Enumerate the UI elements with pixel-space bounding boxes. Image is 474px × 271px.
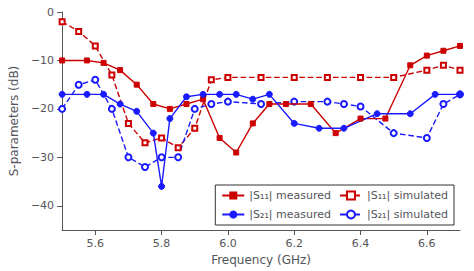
svg-text:5.6: 5.6 xyxy=(87,237,105,250)
svg-text:−30: −30 xyxy=(31,151,54,164)
svg-text:|S₁₁| measured: |S₁₁| measured xyxy=(249,189,331,202)
svg-text:|S₂₁| simulated: |S₂₁| simulated xyxy=(367,208,448,221)
svg-text:5.8: 5.8 xyxy=(153,237,171,250)
svg-text:6.6: 6.6 xyxy=(418,237,436,250)
svg-text:|S₁₁| simulated: |S₁₁| simulated xyxy=(367,189,448,202)
svg-text:|S₂₁| measured: |S₂₁| measured xyxy=(249,208,331,221)
svg-text:S-parameters (dB): S-parameters (dB) xyxy=(7,66,21,177)
svg-text:−10: −10 xyxy=(31,54,54,67)
svg-text:Frequency (GHz): Frequency (GHz) xyxy=(211,253,311,267)
svg-text:−20: −20 xyxy=(31,102,54,115)
svg-text:6.0: 6.0 xyxy=(219,237,237,250)
svg-text:6.4: 6.4 xyxy=(352,237,370,250)
svg-text:−40: −40 xyxy=(31,199,54,212)
svg-text:0: 0 xyxy=(47,6,54,19)
svg-text:6.2: 6.2 xyxy=(285,237,303,250)
